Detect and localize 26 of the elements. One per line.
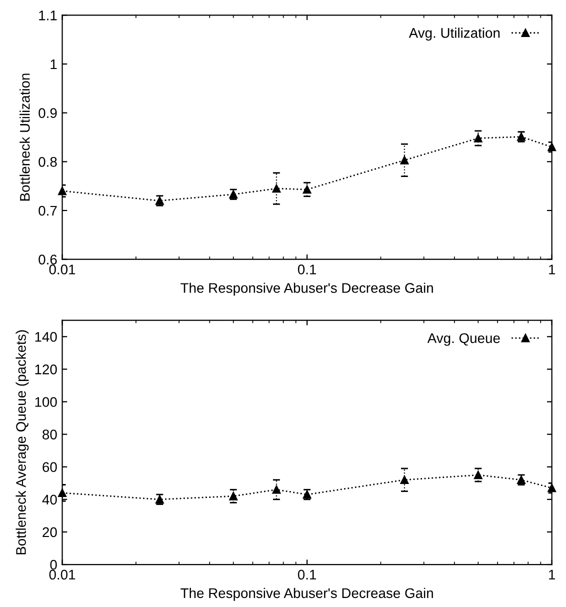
y-tick-label: 0.7	[38, 206, 57, 216]
y-tick-label: 0.9	[38, 108, 57, 118]
x-tick-label: 0.1	[298, 570, 316, 580]
y-tick-label: 1	[50, 59, 57, 70]
y-tick-label: 0.6	[38, 254, 57, 264]
x-tick-label: 0.1	[298, 264, 316, 274]
y-tick-label: 40	[42, 494, 57, 505]
x-tick-label: 0.01	[49, 570, 76, 580]
x-tick-label: 0.01	[49, 264, 76, 274]
y-axis-title: Bottleneck Average Queue (packets)	[16, 330, 29, 554]
y-tick-label: 1.1	[39, 10, 57, 20]
y-tick-label: 120	[35, 364, 57, 374]
x-tick-label: 1	[549, 264, 556, 274]
y-tick-label: 60	[42, 462, 57, 472]
legend-label: Avg. Utilization	[408, 28, 500, 41]
y-tick-label: 100	[35, 397, 57, 407]
y-tick-label: 140	[35, 332, 57, 342]
x-tick-label: 1	[549, 570, 556, 580]
y-tick-label: 0	[50, 560, 57, 570]
y-tick-label: 80	[42, 430, 57, 440]
y-tick-label: 20	[42, 527, 57, 538]
x-axis-title: The Responsive Abuser's Decrease Gain	[180, 282, 433, 296]
legend-label: Avg. Queue	[427, 333, 500, 346]
x-axis-title: The Responsive Abuser's Decrease Gain	[180, 588, 433, 601]
y-tick-label: 0.8	[38, 157, 57, 167]
y-axis-title: Bottleneck Utilization	[20, 74, 30, 201]
